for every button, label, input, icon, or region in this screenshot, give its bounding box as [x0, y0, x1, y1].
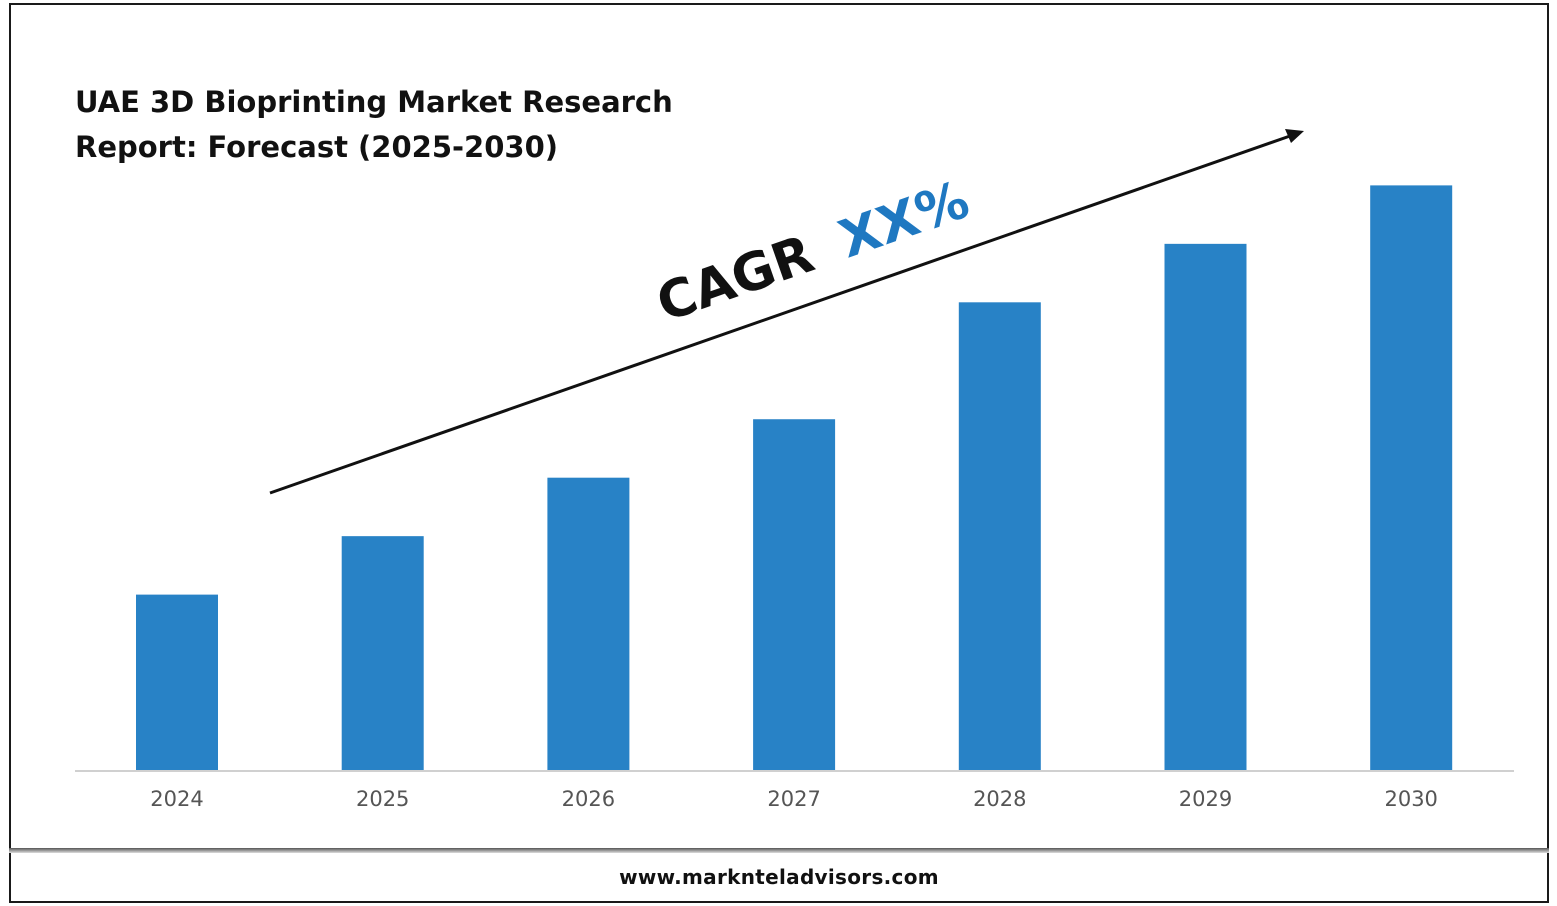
svg-text:CAGR XX%: CAGR XX%: [649, 170, 976, 334]
trend-arrow-head: [1285, 129, 1304, 143]
x-tick-label-2028: 2028: [973, 787, 1026, 811]
trend-arrow-line: [269, 134, 1291, 495]
chart-title-line-2: Report: Forecast (2025-2030): [75, 130, 559, 164]
x-tick-label-2030: 2030: [1384, 787, 1437, 811]
bar-2026: [547, 477, 630, 770]
bars-group: [136, 185, 1453, 770]
bar-2027: [753, 419, 836, 770]
x-tick-label-2026: 2026: [562, 787, 615, 811]
footer: www.marknteladvisors.com: [9, 853, 1549, 903]
tick-labels-group: 2024 2025 2026 2027 2028 2029 2030: [150, 787, 1438, 811]
cagr-value: XX%: [832, 170, 977, 270]
x-tick-label-2024: 2024: [150, 787, 203, 811]
chart-title-line-1: UAE 3D Bioprinting Market Research: [75, 85, 673, 119]
bar-2030: [1370, 185, 1453, 770]
chart-title: UAE 3D Bioprinting Market Research Repor…: [75, 80, 715, 170]
x-tick-label-2025: 2025: [356, 787, 409, 811]
cagr-annotation: CAGR XX%: [649, 170, 976, 334]
x-tick-label-2029: 2029: [1179, 787, 1232, 811]
trend-arrow: [269, 129, 1304, 495]
bar-2025: [341, 536, 424, 770]
x-tick-label-2027: 2027: [767, 787, 820, 811]
bar-2024: [136, 594, 218, 770]
footer-website[interactable]: www.marknteladvisors.com: [619, 865, 939, 889]
frame-shadow: [9, 848, 1549, 853]
bar-2028: [958, 302, 1041, 770]
bar-2029: [1164, 243, 1247, 770]
cagr-label: CAGR: [649, 224, 821, 334]
